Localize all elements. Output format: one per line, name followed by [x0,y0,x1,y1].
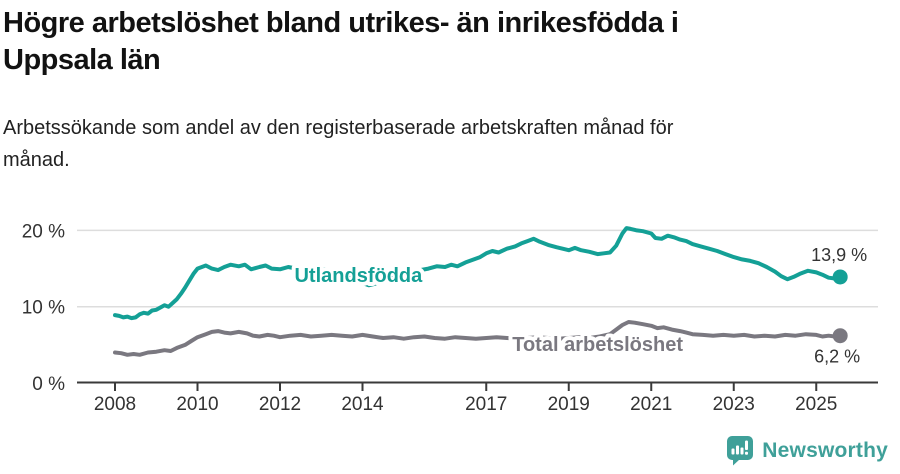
x-tick-label: 2023 [713,394,755,415]
series-label-utlandsfodda: Utlandsfödda [294,265,423,287]
series-label-total: Total arbetslöshet [512,334,683,356]
x-tick-label: 2010 [176,394,218,415]
subtitle-line-1: Arbetssökande som andel av den registerb… [3,117,674,139]
y-tick-label: 0 % [32,374,65,395]
x-tick-label: 2012 [259,394,301,415]
series-line-total [113,320,843,357]
chart-subtitle: Arbetssökande som andel av den registerb… [3,112,673,176]
newsworthy-logo-icon [727,436,754,466]
y-tick-label: 10 % [22,298,65,319]
title-line-2: Uppsala län [3,44,161,76]
series-end-dot-total [832,328,848,344]
series-end-value-total: 6,2 % [814,347,860,367]
title-line-1: Högre arbetslöshet bland utrikes- än inr… [3,7,679,39]
page-title: Högre arbetslöshet bland utrikes- än inr… [3,5,679,79]
x-tick-label: 2008 [94,394,136,415]
x-tick-label: 2021 [630,394,672,415]
series-end-value-utlandsfodda: 13,9 % [811,245,867,265]
x-tick-label: 2014 [341,394,384,415]
brand-footer: Newsworthy [726,435,888,466]
y-tick-label: 20 % [22,221,65,242]
x-tick-label: 2025 [795,394,837,415]
series-end-dot-utlandsfodda [832,269,848,285]
x-tick-label: 2019 [548,394,590,415]
x-tick-label: 2017 [465,394,507,415]
series-line-utlandsfodda [113,226,843,321]
brand-name: Newsworthy [762,438,888,462]
subtitle-line-2: månad. [3,149,70,171]
